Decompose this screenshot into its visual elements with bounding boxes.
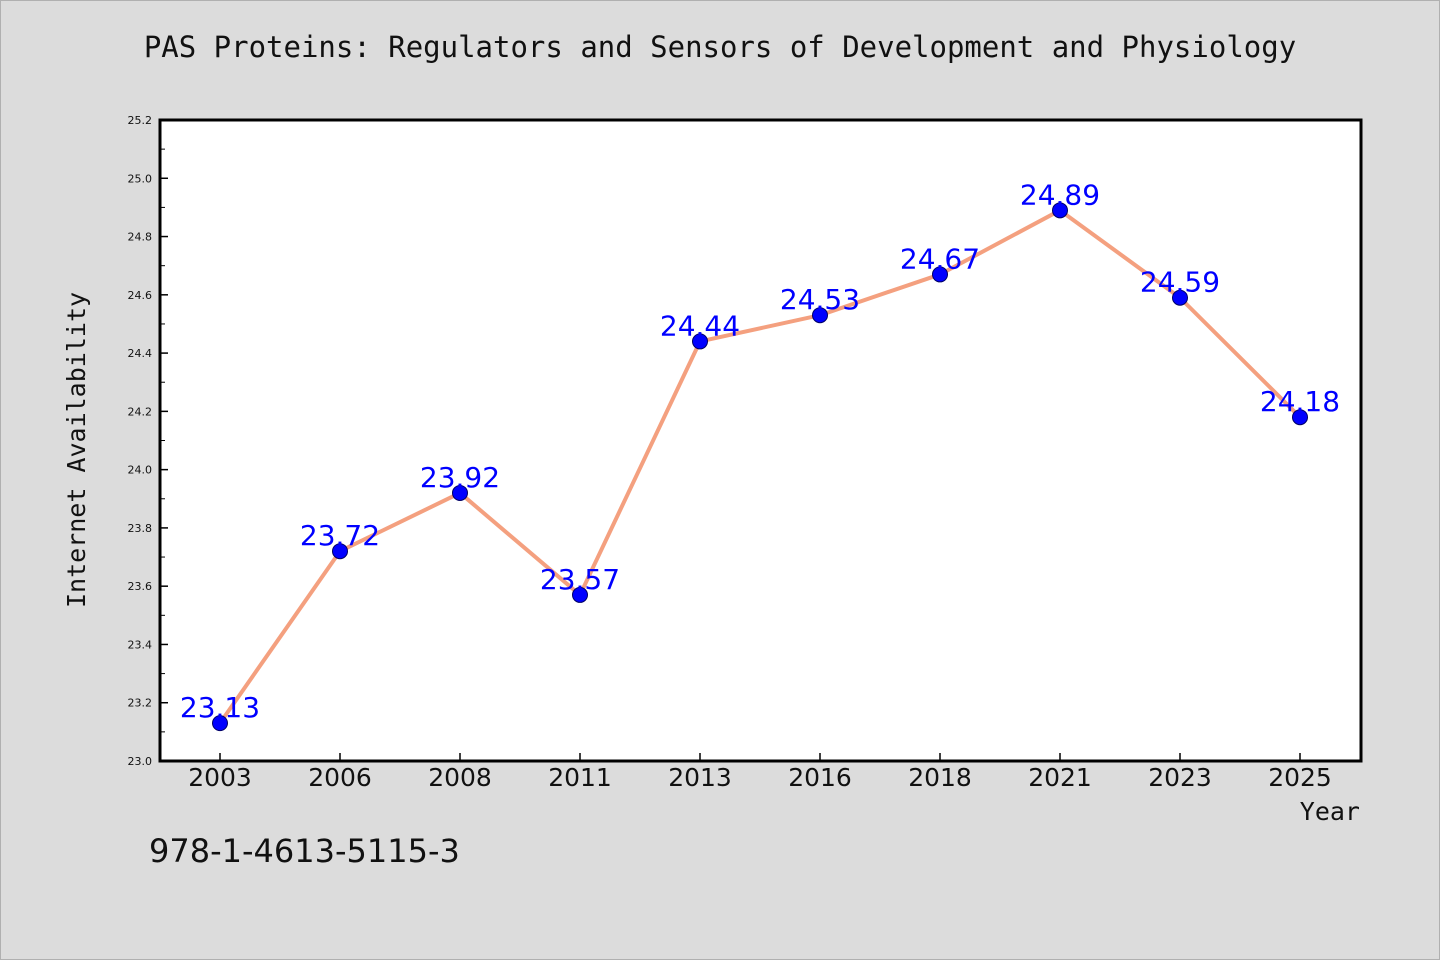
chart-title: PAS Proteins: Regulators and Sensors of …: [143, 30, 1297, 64]
y-tick-label: 24.8: [128, 231, 153, 244]
data-label: 24.53: [780, 283, 860, 316]
data-label: 23.57: [540, 563, 620, 596]
x-tick-label: 2025: [1268, 763, 1332, 792]
y-axis-label: Internet Availability: [62, 292, 91, 608]
data-label-layer: 23.13 23.72 23.92 23.57 24.44 24.53 24.67 24.89…: [180, 178, 1340, 724]
y-tick-label: 24.4: [128, 347, 153, 360]
data-label: 24.89: [1020, 178, 1100, 211]
data-label: 24.67: [900, 242, 980, 275]
x-tick-label: 2006: [308, 763, 372, 792]
y-tick-label: 23.0: [128, 755, 153, 768]
x-axis: 2003 2006 2008 2011 2013 2016 2018 2021 2023 2025: [188, 753, 1332, 792]
x-tick-label: 2011: [548, 763, 612, 792]
series-layer: [212, 202, 1308, 732]
data-point: [812, 307, 828, 324]
y-tick-label: 24.2: [128, 405, 153, 418]
y-tick-label: 23.2: [128, 697, 153, 710]
x-tick-label: 2023: [1148, 763, 1212, 792]
plot-area: [158, 118, 1363, 763]
x-tick-label: 2013: [668, 763, 732, 792]
data-point: [932, 266, 948, 283]
x-tick-label: 2021: [1028, 763, 1092, 792]
data-label: 24.18: [1260, 385, 1340, 418]
data-point: [212, 715, 228, 732]
data-label: 24.44: [660, 309, 740, 342]
data-label: 23.72: [300, 519, 380, 552]
y-tick-label: 23.8: [128, 522, 153, 535]
data-point: [1292, 409, 1308, 426]
y-tick-label: 24.0: [128, 464, 153, 477]
x-tick-label: 2016: [788, 763, 852, 792]
isbn-text: 978-1-4613-5115-3: [149, 832, 460, 870]
y-axis: 23.0 23.2 23.4 23.6 23.8 24.0 24.2 24.4 24.6 24.8…: [128, 114, 168, 768]
data-label: 24.59: [1140, 266, 1220, 299]
data-point: [332, 543, 348, 560]
data-label: 23.13: [180, 691, 260, 724]
x-tick-label: 2008: [428, 763, 492, 792]
y-tick-label: 23.4: [128, 638, 153, 651]
data-point: [452, 484, 468, 501]
y-tick-label: 24.6: [128, 289, 153, 302]
y-tick-label: 25.2: [128, 114, 153, 127]
data-point: [1052, 202, 1068, 219]
data-point: [692, 333, 708, 350]
y-tick-label: 23.6: [128, 580, 153, 593]
data-point: [1172, 289, 1188, 306]
x-tick-label: 2018: [908, 763, 972, 792]
data-point: [572, 586, 588, 603]
x-tick-label: 2003: [188, 763, 252, 792]
series-line: [218, 208, 1302, 726]
y-tick-label: 25.0: [128, 172, 153, 185]
x-axis-label: Year: [1300, 797, 1360, 826]
data-label: 23.92: [420, 461, 500, 494]
